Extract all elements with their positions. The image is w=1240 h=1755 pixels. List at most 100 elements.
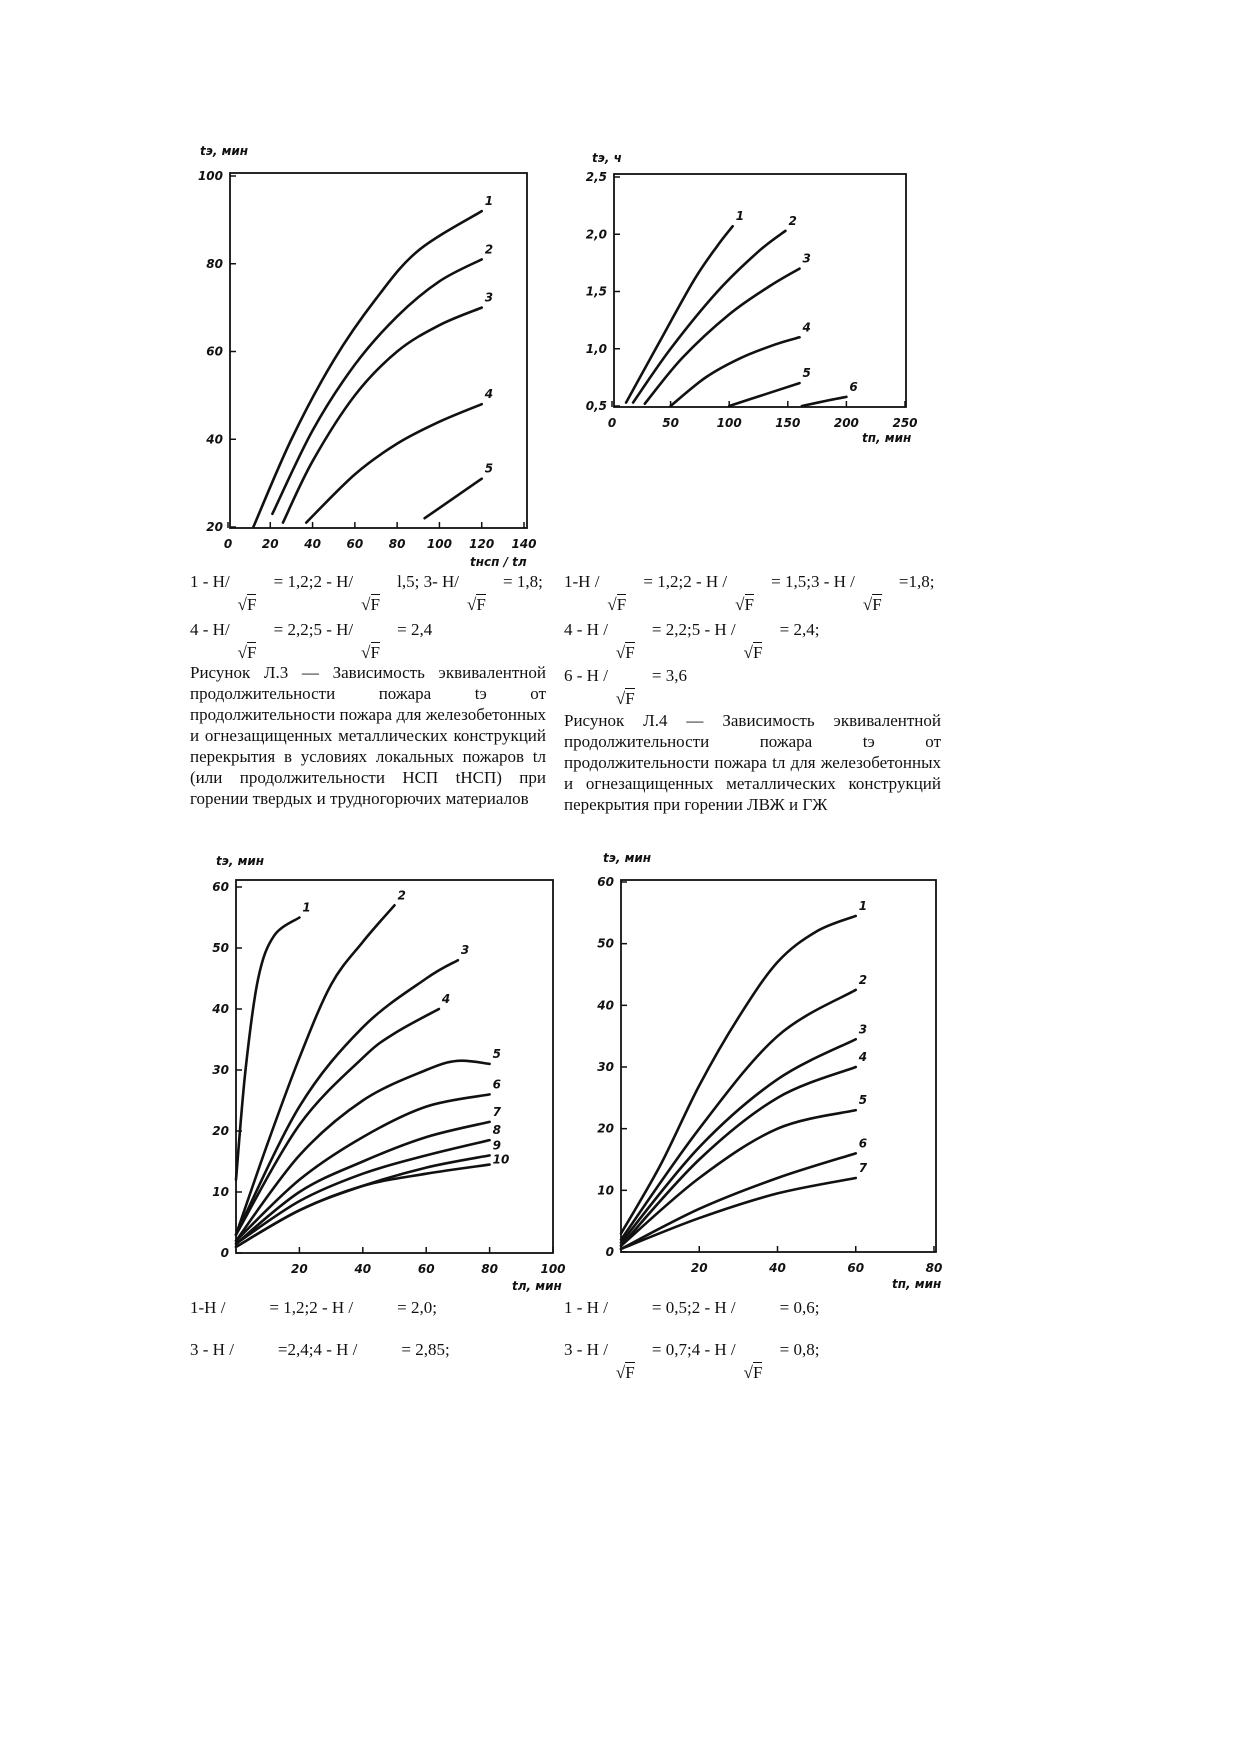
x-tick-label: 60 — [418, 1262, 435, 1276]
x-tick-label: 0 — [608, 416, 616, 430]
y-tick-label: 100 — [198, 169, 223, 183]
fraction-gap: √F — [608, 620, 652, 662]
legend-value: = 1,2; — [269, 1298, 310, 1317]
y-tick-label: 2,5 — [586, 170, 607, 184]
plot-frame — [613, 173, 907, 408]
legend-value: = 2,0; — [397, 1298, 437, 1317]
y-tick-label: 40 — [211, 1002, 229, 1016]
plot-frame — [229, 172, 528, 529]
fraction-gap: √F — [459, 572, 503, 614]
x-tick-label: 20 — [262, 537, 279, 551]
fraction-gap: √F — [736, 1340, 780, 1382]
legend-item: 2 - H / = 0,6; — [692, 1298, 820, 1318]
legend-value: = 2,4 — [397, 620, 433, 639]
legend-prefix: 4 - H/ — [190, 620, 230, 639]
legend-value: = 1,2; — [273, 572, 314, 591]
legend-prefix: 5 - H/ — [313, 620, 354, 639]
y-tick-label: 30 — [212, 1063, 229, 1077]
sqrt-radicand: F — [625, 1362, 635, 1382]
legend-item: 4 - H / = 2,85; — [313, 1340, 449, 1360]
sqrt-f: √F — [361, 642, 380, 662]
sqrt-f: √F — [743, 642, 763, 662]
curve-label-5: 5 — [803, 366, 811, 380]
y-tick-label: 30 — [597, 1060, 614, 1074]
legend-row: 1-H / √F = 1,2; 2 - H / √F = 1,5; 3 - H / √F =… — [564, 572, 934, 614]
curve-8 — [234, 1138, 491, 1246]
curve-label-2: 2 — [788, 214, 796, 228]
legend-prefix: 3 - H / — [810, 572, 855, 591]
x-tick-label: 120 — [469, 537, 494, 551]
fraction-gap — [353, 1298, 397, 1318]
y-tick-label: 60 — [206, 345, 223, 359]
curve-3 — [643, 267, 801, 406]
legend-item: 1-H / = 1,2; — [190, 1298, 309, 1318]
y-tick-label: 20 — [597, 1122, 614, 1136]
legend-value: = 1,5; — [771, 572, 811, 591]
curve-label-3: 3 — [859, 1022, 867, 1036]
fraction-gap — [608, 1298, 652, 1318]
legend-row: 4 - H / √F = 2,2; 5 - H / √F = 2,4; — [564, 620, 820, 662]
curve-1 — [624, 224, 735, 404]
sqrt-f: √F — [743, 1362, 763, 1382]
x-tick-label: 40 — [768, 1261, 786, 1275]
fraction-gap — [234, 1340, 278, 1360]
fraction-gap: √F — [599, 572, 643, 614]
legend-row: 1 - H / = 0,5; 2 - H / = 0,6; — [564, 1298, 819, 1318]
y-tick-label: 1,0 — [586, 342, 607, 356]
fraction-gap: √F — [736, 620, 780, 662]
curve-2 — [631, 229, 787, 404]
legend-item: 3 - H / =2,4; — [190, 1340, 313, 1360]
y-tick-label: 2,0 — [586, 227, 607, 241]
sqrt-radicand: F — [370, 594, 380, 614]
legend-row: 4 - H/ √F = 2,2; 5 - H/ √F = 2,4 — [190, 620, 433, 662]
x-tick-label: 100 — [540, 1262, 565, 1276]
curve-5 — [423, 477, 484, 520]
legend-value: = 2,4; — [779, 620, 820, 639]
legend-value: = 3,6 — [651, 666, 688, 685]
x-axis-title: tл, мин — [512, 1279, 562, 1293]
curve-6 — [619, 1152, 858, 1251]
curve-label-6: 6 — [849, 380, 857, 394]
curve-4 — [304, 402, 484, 524]
curve-label-3: 3 — [803, 252, 811, 266]
fraction-gap: √F — [608, 1340, 652, 1382]
sqrt-radicand: F — [625, 688, 635, 708]
legend-prefix: 5 - H / — [691, 620, 736, 639]
curve-label-3: 3 — [485, 291, 493, 305]
curve-label-6: 6 — [493, 1077, 501, 1091]
legend-item: 4 - H/ √F = 2,2; — [190, 620, 314, 662]
curve-6 — [800, 395, 848, 408]
legend-item: 1 - H / = 0,5; — [564, 1298, 692, 1318]
x-tick-label: 60 — [347, 537, 364, 551]
legend-prefix: 3 - H / — [190, 1340, 234, 1359]
sqrt-radicand: F — [872, 594, 882, 614]
y-tick-label: 20 — [212, 1124, 229, 1138]
x-tick-label: 80 — [389, 537, 406, 551]
legend-prefix: 2 - H/ — [313, 572, 354, 591]
plot-frame — [620, 879, 937, 1253]
curve-3 — [234, 958, 460, 1236]
x-tick-label: 80 — [481, 1262, 498, 1276]
curve-label-7: 7 — [493, 1105, 502, 1119]
curve-label-5: 5 — [493, 1047, 501, 1061]
y-tick-label: 50 — [597, 937, 614, 951]
legend-item: - H/ √F = 1,8; — [432, 572, 543, 614]
legend-prefix: 1 - H/ — [190, 572, 230, 591]
curve-label-4: 4 — [802, 320, 811, 334]
legend-prefix: 1-H / — [564, 572, 600, 591]
legend-value: = 2,2; — [273, 620, 314, 639]
sqrt-radicand: F — [616, 594, 627, 614]
x-tick-label: 40 — [353, 1262, 371, 1276]
curve-label-10: 10 — [493, 1152, 510, 1166]
y-tick-label: 80 — [206, 257, 223, 271]
legend-value: = 2,85; — [401, 1340, 450, 1359]
legend-row: 1-H / = 1,2; 2 - H / = 2,0; — [190, 1298, 437, 1318]
fraction-gap: √F — [353, 620, 397, 662]
y-tick-label: 60 — [597, 875, 614, 889]
legend-row: 3 - H / √F = 0,7; 4 - H / √F = 0,8; — [564, 1340, 819, 1382]
sqrt-f: √F — [862, 594, 882, 614]
legend-item: 6 - H / √F = 3,6 — [564, 666, 688, 708]
legend-row: 3 - H / =2,4; 4 - H / = 2,85; — [190, 1340, 450, 1360]
curve-7 — [234, 1120, 491, 1246]
